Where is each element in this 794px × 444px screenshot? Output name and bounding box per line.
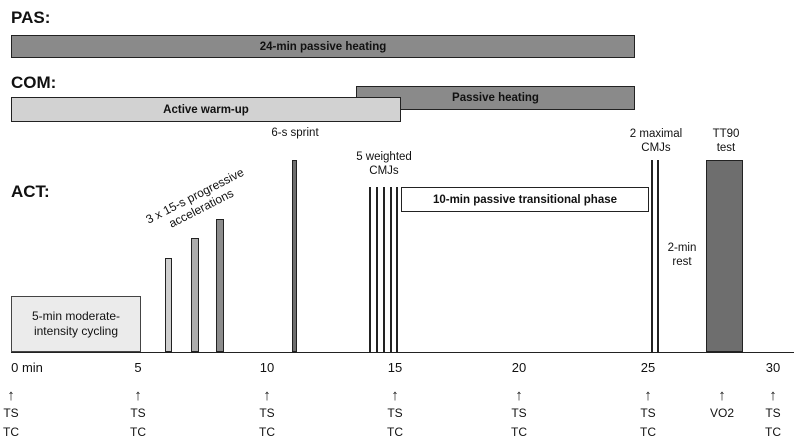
cycling-box: 5-min moderate-intensity cycling <box>11 296 141 352</box>
measurement-top: TS <box>640 406 656 420</box>
measurement-bottom: TC <box>259 425 275 439</box>
arrow-up-icon: ↑ <box>515 387 523 404</box>
com-label: COM: <box>11 73 57 92</box>
arrow-up-icon: ↑ <box>644 387 652 404</box>
arrow-up-icon: ↑ <box>263 387 271 404</box>
measurement-30: TS TC <box>765 404 781 442</box>
arrow-up-icon: ↑ <box>391 387 399 404</box>
measurement-bottom: TC <box>765 425 781 439</box>
transitional-phase-label: 10-min passive transitional phase <box>432 193 618 206</box>
axis-tick-15: 15 <box>387 360 403 375</box>
measurement-bottom: TC <box>511 425 527 439</box>
sprint-label: 6-s sprint <box>271 127 319 139</box>
time-axis <box>11 352 794 353</box>
measurement-0: TS TC <box>3 404 19 442</box>
measurement-5: TS TC <box>130 404 146 442</box>
axis-tick-25: 25 <box>640 360 656 375</box>
measurement-bottom: TC <box>640 425 656 439</box>
maximal-cmjs-label: 2 maximal CMJs <box>629 128 683 154</box>
pas-label: PAS: <box>11 8 51 27</box>
tt90-test-block <box>706 160 743 352</box>
weighted-cmjs-label: 5 weighted CMJs <box>356 151 412 177</box>
acceleration-bar-1 <box>165 258 172 352</box>
measurement-15: TS TC <box>387 404 403 442</box>
pas-heating-label: 24-min passive heating <box>259 40 387 53</box>
act-label: ACT: <box>11 182 50 201</box>
measurement-top: TS <box>765 406 781 420</box>
axis-tick-5: 5 <box>134 360 142 375</box>
measurement-top: TS <box>3 406 19 420</box>
axis-tick-0: 0 min <box>11 360 43 375</box>
transitional-phase-box: 10-min passive transitional phase <box>401 187 649 212</box>
measurement-vo2: VO2 <box>710 404 734 423</box>
measurement-10: TS TC <box>259 404 275 442</box>
weighted-cmj-line-3 <box>383 187 385 352</box>
arrow-up-icon: ↑ <box>769 387 777 404</box>
accelerations-label: 3 x 15-s progressive accelerations <box>143 165 247 231</box>
axis-tick-20: 20 <box>511 360 527 375</box>
acceleration-bar-3 <box>216 219 224 352</box>
tt90-text: TT90 test <box>712 128 740 154</box>
measurement-top: TS <box>511 406 527 420</box>
acceleration-bar-2 <box>191 238 199 352</box>
measurement-bottom: TC <box>387 425 403 439</box>
arrow-up-icon: ↑ <box>718 387 726 404</box>
measurement-bottom: TC <box>3 425 19 439</box>
measurement-top: TS <box>259 406 275 420</box>
sprint-bar <box>292 160 297 352</box>
weighted-cmj-line-4 <box>390 187 392 352</box>
measurement-top: VO2 <box>709 406 735 420</box>
weighted-cmj-line-1 <box>369 187 371 352</box>
com-active-warmup-label: Active warm-up <box>163 103 249 116</box>
weighted-cmj-line-5 <box>396 187 398 352</box>
measurement-20: TS TC <box>511 404 527 442</box>
com-passive-heating-bar: Passive heating <box>356 86 635 110</box>
maximal-cmj-line-2 <box>657 160 659 352</box>
tt90-label: TT90 test <box>704 127 748 155</box>
weighted-cmj-line-2 <box>376 187 378 352</box>
axis-tick-10: 10 <box>259 360 275 375</box>
axis-tick-30: 30 <box>765 360 781 375</box>
measurement-25: TS TC <box>640 404 656 442</box>
cycling-label: 5-min moderate-intensity cycling <box>31 309 121 338</box>
maximal-cmj-line-1 <box>651 160 653 352</box>
arrow-up-icon: ↑ <box>7 387 15 404</box>
measurement-top: TS <box>387 406 403 420</box>
arrow-up-icon: ↑ <box>134 387 142 404</box>
rest-label: 2-min rest <box>667 242 697 268</box>
com-active-warmup-bar: Active warm-up <box>11 97 401 122</box>
measurement-top: TS <box>130 406 146 420</box>
measurement-bottom: TC <box>130 425 146 439</box>
pas-heating-bar: 24-min passive heating <box>11 35 635 58</box>
com-passive-heating-label: Passive heating <box>452 92 539 104</box>
